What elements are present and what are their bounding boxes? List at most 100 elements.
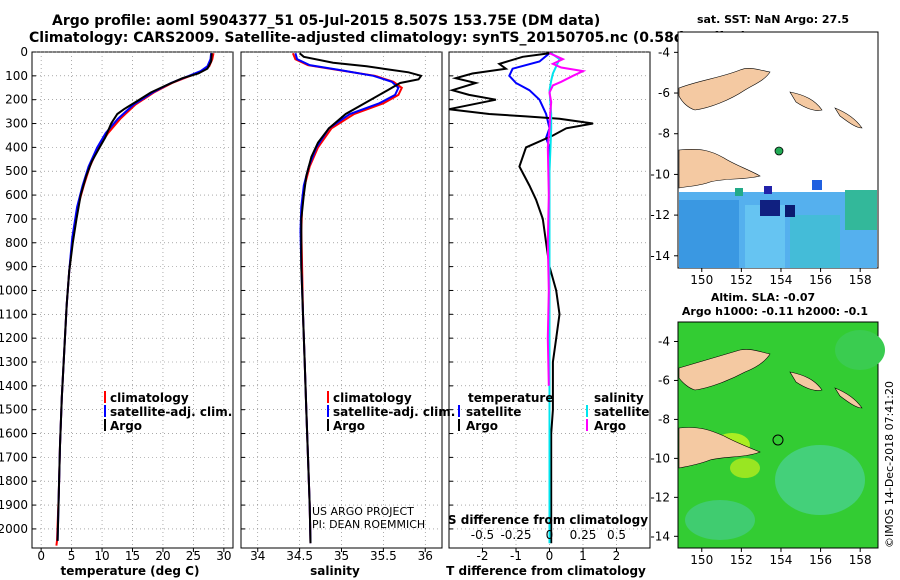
x-tick-label: 34 [250, 549, 265, 563]
x-tick-label: 1 [579, 549, 587, 563]
sla-lat-label: -10 [650, 451, 670, 465]
sst-swath-patch [679, 200, 739, 268]
temperature-xlabel: temperature (deg C) [61, 564, 200, 578]
series-t-satellite [508, 52, 551, 160]
x-tick-label: 0 [37, 549, 45, 563]
sst-swath-patch [764, 186, 772, 194]
title-line-2: Climatology: CARS2009. Satellite-adjuste… [29, 30, 747, 46]
sla-land-island [789, 371, 823, 391]
depth-tick-label: 200 [5, 93, 28, 107]
sla-anomaly-patch [835, 330, 885, 370]
sst-lon-label: 152 [730, 273, 753, 287]
series-argo [56, 53, 213, 541]
depth-tick-label: 500 [5, 164, 28, 178]
legend-swatch-argo [104, 419, 106, 431]
legend-swatch-s-argo [586, 419, 588, 431]
legend-label-climatology: climatology [333, 391, 412, 405]
sla-map [677, 321, 885, 549]
depth-tick-label: 0 [20, 45, 28, 59]
sst-lat-label: -10 [650, 167, 670, 181]
sst-land-newguinea [678, 68, 771, 111]
axis-layer: 0100200300400500600700800900100011001200… [0, 45, 626, 563]
depth-tick-label: 1600 [0, 427, 28, 441]
sla-anomaly-patch [730, 458, 760, 478]
sla-lat-label: -14 [650, 529, 670, 543]
depth-tick-label: 1100 [0, 307, 28, 321]
legend-label-satellite: satellite-adj. clim. [333, 405, 455, 419]
sst-land-peninsula [678, 148, 761, 189]
s-difference-xlabel: S difference from climatology [448, 513, 648, 527]
sst-swath-patch [735, 188, 743, 196]
sla-lon-label: 158 [849, 553, 872, 567]
series-s-argo [546, 52, 587, 386]
s-tick-label: 0.5 [607, 528, 626, 542]
x-tick-label: 20 [155, 549, 170, 563]
sst-lon-label: 150 [690, 273, 713, 287]
salinity-xlabel: salinity [310, 564, 360, 578]
depth-tick-label: 700 [5, 212, 28, 226]
x-tick-label: -1 [510, 549, 522, 563]
x-tick-label: 2 [613, 549, 621, 563]
sst-lat-label: -4 [658, 45, 670, 59]
sst-swath-patch [760, 200, 780, 216]
temperature-legend: climatology satellite-adj. clim. Argo [104, 391, 232, 433]
depth-tick-label: 1400 [0, 379, 28, 393]
sla-land-island [834, 387, 863, 409]
depth-tick-label: 1700 [0, 450, 28, 464]
sla-anomaly-patch [685, 500, 755, 540]
legend-swatch-t-satellite [458, 405, 460, 417]
x-tick-label: 30 [216, 549, 231, 563]
legend-label-climatology: climatology [110, 391, 189, 405]
sst-lat-label: -14 [650, 249, 670, 263]
depth-tick-label: 900 [5, 260, 28, 274]
sst-map-title: sat. SST: NaN Argo: 27.5 [697, 13, 849, 26]
sla-lon-label: 150 [690, 553, 713, 567]
depth-tick-label: 600 [5, 188, 28, 202]
s-tick-label: -0.25 [500, 528, 531, 542]
x-tick-label: -2 [477, 549, 489, 563]
legend-swatch-t-argo [458, 419, 460, 431]
legend-swatch-satellite [327, 405, 329, 417]
legend-title-temperature: temperature [468, 391, 553, 405]
legend-swatch-s-satellite [586, 405, 588, 417]
sla-lon-label: 156 [809, 553, 832, 567]
x-tick-label: 0 [546, 549, 554, 563]
x-tick-label: 35.5 [370, 549, 397, 563]
sla-lat-label: -12 [650, 490, 670, 504]
sst-lon-label: 156 [809, 273, 832, 287]
sst-map [677, 31, 879, 269]
legend-label-t-satellite: satellite [466, 405, 521, 419]
x-tick-label: 5 [68, 549, 76, 563]
depth-tick-label: 300 [5, 117, 28, 131]
sla-anomaly-patch [775, 445, 865, 515]
salinity-legend: climatology satellite-adj. clim. Argo [327, 391, 455, 433]
series-t-argo [448, 52, 594, 544]
legend-label-argo: Argo [110, 419, 142, 433]
sst-lon-label: 158 [849, 273, 872, 287]
depth-tick-label: 1900 [0, 498, 28, 512]
legend-swatch-climatology [327, 391, 329, 403]
sst-swath-patch [845, 190, 877, 230]
legend-title-salinity: salinity [594, 391, 644, 405]
legend-swatch-satellite [104, 405, 106, 417]
x-tick-label: 10 [94, 549, 109, 563]
difference-legend: temperature satellite Argo salinity sate… [458, 391, 649, 433]
series-climatology [55, 53, 215, 546]
sla-lat-label: -4 [658, 334, 670, 348]
sst-swath-patch [785, 205, 795, 217]
map-axes: -4 -6 -8 -10 -12 -14 150 152 154 156 158 -4 -6 -8 -10 -… [650, 45, 871, 567]
sla-land-newguinea [678, 349, 771, 391]
sst-lat-label: -12 [650, 208, 670, 222]
series-satellite-adj-clim- [56, 53, 213, 541]
depth-tick-label: 1300 [0, 355, 28, 369]
series-layer [55, 52, 594, 546]
sla-lon-label: 152 [730, 553, 753, 567]
sla-lon-label: 154 [770, 553, 793, 567]
depth-tick-label: 1200 [0, 331, 28, 345]
legend-label-t-argo: Argo [466, 419, 498, 433]
depth-tick-label: 100 [5, 69, 28, 83]
sst-swath-patch [812, 180, 822, 190]
imos-credit: ©IMOS 14-Dec-2018 07:41:20 [883, 381, 896, 548]
sla-lat-label: -8 [658, 412, 670, 426]
sla-map-title-1: Altim. SLA: -0.07 [711, 291, 815, 304]
